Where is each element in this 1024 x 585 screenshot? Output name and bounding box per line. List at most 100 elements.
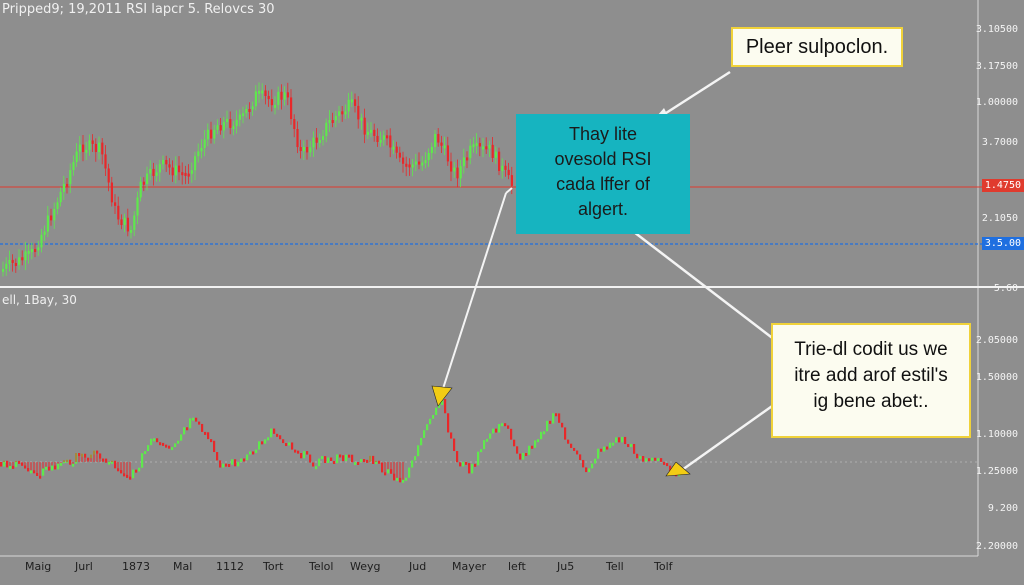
price-candle xyxy=(155,172,158,176)
rsi-bar xyxy=(417,445,420,457)
rsi-bar xyxy=(318,458,321,467)
price-candle xyxy=(488,144,491,149)
price-candle xyxy=(277,91,280,105)
price-candle xyxy=(120,219,123,226)
rsi-bar xyxy=(354,462,357,466)
rsi-bar xyxy=(537,439,540,443)
price-candle xyxy=(66,183,69,187)
price-candle xyxy=(2,268,5,272)
price-candle xyxy=(82,144,85,153)
rsi-bar xyxy=(180,434,183,441)
rsi-bar xyxy=(291,442,294,450)
rsi-bar xyxy=(345,454,348,462)
middle-annotation-line: Thay lite xyxy=(568,124,638,144)
rsi-bar xyxy=(216,452,219,461)
rsi-bar xyxy=(540,431,543,440)
price-candle xyxy=(501,165,504,171)
price-candle xyxy=(354,99,357,106)
rsi-bar xyxy=(237,461,240,467)
rsi-bar xyxy=(174,443,177,448)
price-candle xyxy=(149,168,152,174)
rsi-bar xyxy=(666,463,669,467)
price-axis-label: 3.7000 xyxy=(981,137,1018,148)
rsi-bar xyxy=(501,423,504,427)
price-candle xyxy=(459,166,462,179)
price-candle xyxy=(482,146,485,150)
time-axis-label: Ju5 xyxy=(557,560,575,573)
time-axis-label: Tort xyxy=(263,560,284,573)
price-candle xyxy=(213,129,216,139)
top-annotation-text: Pleer sulpoclon. xyxy=(745,36,889,58)
arrow-middle-to-bottom xyxy=(633,231,776,341)
price-candle xyxy=(75,151,78,163)
price-candle xyxy=(226,119,229,123)
rsi-bar xyxy=(414,456,417,461)
price-candle xyxy=(133,215,136,230)
rsi-bar xyxy=(465,461,468,465)
rsi-bar xyxy=(519,453,522,460)
price-candle xyxy=(59,191,62,203)
rsi-bar xyxy=(219,460,222,468)
time-axis-label: Tolf xyxy=(654,560,673,573)
price-candle xyxy=(229,119,232,128)
price-candle xyxy=(312,137,315,148)
rsi-axis-label: 1.10000 xyxy=(975,429,1018,440)
price-candle xyxy=(142,181,145,185)
price-candle xyxy=(318,140,321,144)
rsi-bar xyxy=(228,464,231,468)
rsi-bar xyxy=(72,463,75,467)
price-candle xyxy=(347,99,350,112)
price-candle xyxy=(286,92,289,98)
middle-annotation-callout[interactable]: Thay lite ovesold RSI cada lffer of alge… xyxy=(516,114,690,234)
rsi-bar xyxy=(288,442,291,446)
price-candle xyxy=(126,217,129,232)
price-candle xyxy=(443,145,446,149)
rsi-bar xyxy=(441,399,444,405)
price-candle xyxy=(34,249,37,253)
rsi-bar xyxy=(618,437,621,443)
rsi-bar xyxy=(627,444,630,448)
price-candle xyxy=(453,167,456,172)
rsi-bar xyxy=(456,451,459,463)
rsi-bar xyxy=(129,476,132,480)
price-candle xyxy=(309,147,312,153)
rsi-bar xyxy=(546,420,549,432)
rsi-bar xyxy=(351,454,354,463)
price-candle xyxy=(280,91,283,100)
price-candle xyxy=(104,154,107,169)
price-candle xyxy=(469,145,472,158)
price-candle xyxy=(24,251,27,261)
top-annotation-callout[interactable]: Pleer sulpoclon. xyxy=(731,27,903,67)
rsi-bar xyxy=(342,455,345,462)
rsi-bar xyxy=(297,450,300,454)
middle-annotation-line: cada lffer of xyxy=(556,174,650,194)
price-candle xyxy=(184,172,187,176)
time-axis-label: 1873 xyxy=(122,560,150,573)
price-candle xyxy=(498,151,501,171)
rsi-bar xyxy=(12,465,15,469)
price-candle xyxy=(27,250,30,254)
price-candle xyxy=(110,182,113,203)
rsi-bar xyxy=(261,441,264,445)
price-candle xyxy=(85,149,88,153)
price-candle xyxy=(315,137,318,143)
price-candle xyxy=(434,133,437,147)
price-candle xyxy=(210,129,213,139)
rsi-bar xyxy=(603,446,606,452)
rsi-bar xyxy=(303,451,306,459)
price-candle xyxy=(293,119,296,129)
bottom-annotation-callout[interactable]: Trie-dl codit us we itre add arof estil'… xyxy=(771,323,971,438)
price-candle xyxy=(418,161,421,165)
price-candle xyxy=(504,165,507,170)
rsi-axis-label: 2.05000 xyxy=(975,335,1018,346)
price-candle xyxy=(427,152,430,161)
price-axis-label: 5.60 xyxy=(993,283,1018,294)
price-candle xyxy=(174,165,177,176)
rsi-bar xyxy=(186,427,189,431)
price-candle xyxy=(261,90,264,94)
price-candle xyxy=(494,151,497,158)
rsi-axis-label: 2.20000 xyxy=(975,541,1018,552)
rsi-bar xyxy=(246,454,249,461)
rsi-bar xyxy=(606,446,609,450)
